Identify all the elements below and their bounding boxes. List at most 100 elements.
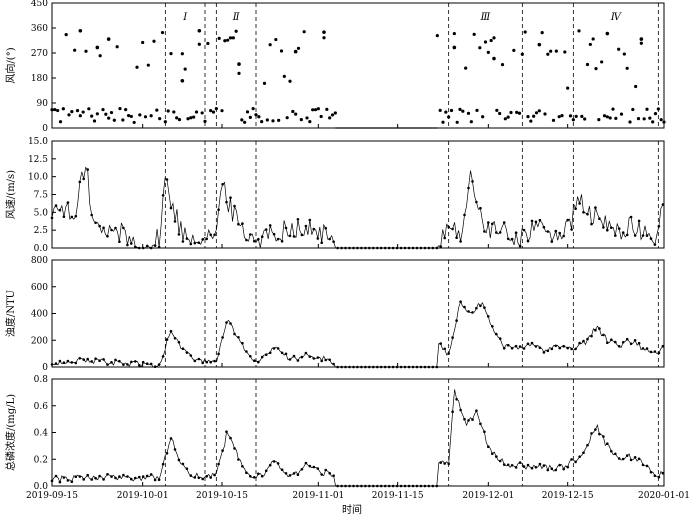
series-point xyxy=(602,226,605,229)
series-point xyxy=(602,435,605,438)
series-point xyxy=(149,362,153,366)
series-point xyxy=(253,359,256,363)
wind-direction-point xyxy=(87,107,91,111)
wind-direction-point xyxy=(648,116,652,120)
series-point xyxy=(372,484,375,488)
series-point xyxy=(451,227,454,231)
series-point xyxy=(407,246,411,250)
wind-direction-point xyxy=(124,108,128,112)
wind-direction-point xyxy=(260,120,264,124)
series-point xyxy=(427,246,431,250)
series-point xyxy=(344,484,347,488)
series-point xyxy=(292,235,296,238)
series-point xyxy=(134,245,137,249)
wind-direction-point xyxy=(495,108,499,112)
series-point xyxy=(518,461,522,464)
wind-direction-point xyxy=(175,116,179,120)
series-point xyxy=(514,231,518,234)
series-point xyxy=(356,484,359,488)
series-point xyxy=(463,213,466,217)
series-point xyxy=(625,233,629,237)
series-point xyxy=(50,216,54,220)
series-point xyxy=(364,365,367,369)
wind-direction-point xyxy=(466,111,471,115)
wind-direction-point xyxy=(503,117,507,121)
series-point xyxy=(395,484,399,488)
series-point xyxy=(86,357,89,361)
wind-direction-point xyxy=(106,37,111,41)
series-point xyxy=(419,365,423,369)
series-line xyxy=(51,389,664,487)
wind-direction-point xyxy=(172,110,176,114)
series-line xyxy=(51,166,664,249)
series-point xyxy=(280,240,284,243)
y-tick-label: 0.0 xyxy=(34,482,49,492)
series-point xyxy=(419,484,423,488)
series-point xyxy=(617,227,621,230)
series-point xyxy=(161,194,165,197)
series-point xyxy=(185,351,189,354)
y-tick-label: 90 xyxy=(37,99,49,109)
wind-direction-point xyxy=(189,116,193,120)
series-point xyxy=(506,237,510,241)
wind-direction-point xyxy=(605,31,610,36)
series-point xyxy=(526,239,530,243)
series-point xyxy=(169,206,173,210)
series-point xyxy=(582,451,585,455)
series-point xyxy=(312,465,316,469)
wind-direction-point xyxy=(90,114,94,118)
series-point xyxy=(352,484,355,488)
wind-direction-point xyxy=(228,36,233,40)
series-point xyxy=(518,345,522,348)
series-point xyxy=(649,350,653,354)
wind-direction-point xyxy=(608,116,612,120)
wind-direction-point xyxy=(169,52,173,56)
panel-3: 0 200 400 600 800 浊度/NTU xyxy=(4,256,665,373)
series-point xyxy=(582,339,585,343)
series-point xyxy=(249,475,252,478)
wind-direction-point xyxy=(602,114,607,118)
series-point xyxy=(570,458,573,461)
series-point xyxy=(82,358,85,361)
series-point xyxy=(257,360,260,364)
series-point xyxy=(578,202,581,205)
series-point xyxy=(522,228,526,232)
series-point xyxy=(510,237,514,241)
wind-direction-point xyxy=(268,43,272,47)
series-point xyxy=(487,315,490,318)
series-point xyxy=(304,461,308,465)
series-point xyxy=(138,475,141,479)
wind-direction-point xyxy=(537,42,542,47)
wind-direction-point xyxy=(158,116,162,121)
series-point xyxy=(348,246,351,250)
series-point xyxy=(372,246,375,250)
wind-direction-point xyxy=(574,114,578,118)
series-point xyxy=(419,246,423,250)
wind-direction-point xyxy=(166,109,170,113)
wind-direction-point xyxy=(458,107,462,111)
series-point xyxy=(296,473,300,477)
wind-direction-point xyxy=(557,115,561,119)
series-point xyxy=(165,338,169,341)
series-point xyxy=(122,473,125,477)
series-point xyxy=(423,365,427,369)
series-point xyxy=(411,484,415,488)
series-point xyxy=(467,419,470,422)
series-point xyxy=(467,310,470,313)
y-tick-label: 0 xyxy=(42,363,48,373)
series-point xyxy=(447,352,451,355)
series-point xyxy=(483,306,486,309)
series-point xyxy=(110,475,113,478)
series-point xyxy=(510,464,514,467)
wind-direction-point xyxy=(180,52,184,56)
series-point xyxy=(153,244,157,247)
x-tick-label: 2019-11-01 xyxy=(292,491,344,501)
series-point xyxy=(264,469,268,473)
series-point xyxy=(451,410,454,414)
series-point xyxy=(348,365,351,369)
series-point xyxy=(308,464,312,468)
series-point xyxy=(467,186,470,190)
series-point xyxy=(233,204,236,208)
series-point xyxy=(586,443,589,447)
series-point xyxy=(217,352,220,356)
